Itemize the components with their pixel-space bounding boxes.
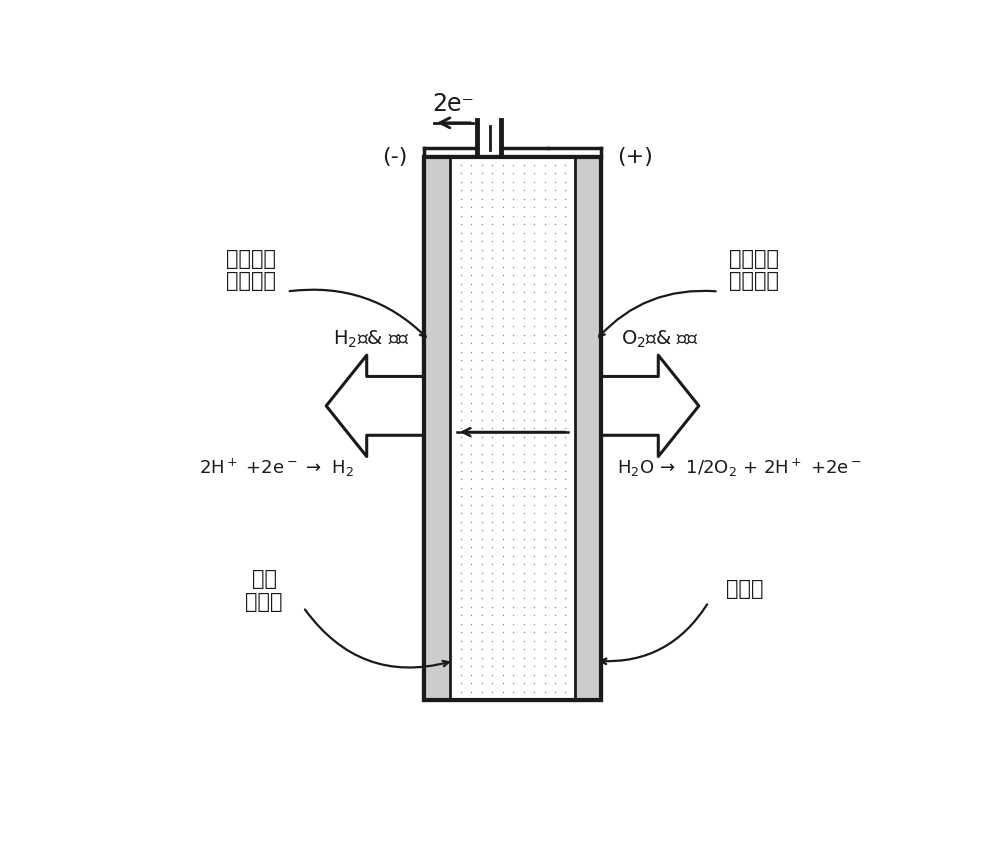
Text: O$_2$（& 水）: O$_2$（& 水） bbox=[621, 329, 698, 351]
Polygon shape bbox=[601, 355, 699, 457]
Text: （阴极）: （阴极） bbox=[226, 272, 276, 291]
Text: 处理水: 处理水 bbox=[726, 579, 763, 599]
Text: H$_2$（& 水）: H$_2$（& 水） bbox=[333, 329, 410, 351]
Text: （阳极）: （阳极） bbox=[729, 272, 779, 291]
Text: H$_2$O →  1/2O$_2$ + 2H$^+$ +2e$^-$: H$_2$O → 1/2O$_2$ + 2H$^+$ +2e$^-$ bbox=[617, 457, 862, 479]
Bar bbox=[575, 157, 601, 700]
Text: 2H$^+$ +2e$^-$ →  H$_2$: 2H$^+$ +2e$^-$ → H$_2$ bbox=[199, 457, 354, 479]
Text: 交换膜: 交换膜 bbox=[245, 592, 283, 612]
Polygon shape bbox=[326, 355, 424, 457]
Bar bbox=[450, 157, 575, 700]
Text: 2e⁻: 2e⁻ bbox=[433, 93, 475, 116]
Text: (+): (+) bbox=[617, 148, 653, 167]
Text: 2H$^+$: 2H$^+$ bbox=[493, 398, 532, 418]
Bar bbox=[424, 157, 601, 700]
Text: H$_2$O: H$_2$O bbox=[494, 447, 531, 466]
Bar bbox=[450, 157, 575, 700]
Text: (-): (-) bbox=[383, 148, 408, 167]
Text: 质子: 质子 bbox=[252, 569, 277, 589]
Bar bbox=[424, 157, 601, 700]
Bar bbox=[424, 157, 450, 700]
Text: 氧气电极: 氧气电极 bbox=[729, 249, 779, 268]
Text: 氢气电极: 氢气电极 bbox=[226, 249, 276, 268]
